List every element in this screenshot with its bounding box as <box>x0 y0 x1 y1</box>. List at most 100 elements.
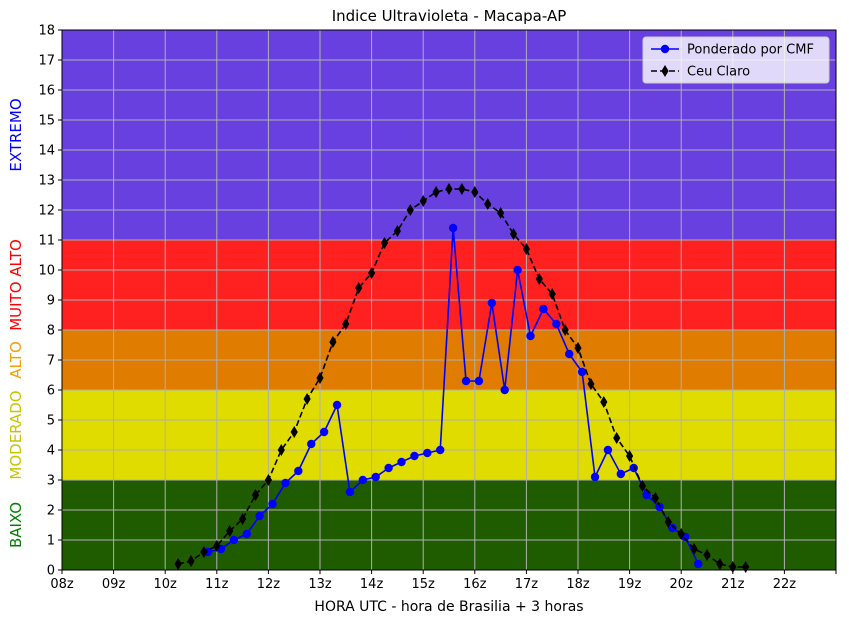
point-ceu-claro <box>329 336 337 348</box>
legend-box <box>642 36 830 84</box>
y-tick-label: 3 <box>47 474 55 489</box>
point-ponderado-por-cmf <box>616 469 626 479</box>
point-ceu-claro <box>716 558 724 570</box>
point-ponderado-por-cmf <box>268 499 277 509</box>
y-tick-label: 11 <box>38 234 55 249</box>
point-ceu-claro <box>509 228 518 240</box>
point-ceu-claro <box>497 207 505 219</box>
point-ceu-claro <box>264 474 272 486</box>
grid-lines <box>61 29 837 571</box>
point-ceu-claro <box>290 426 298 438</box>
point-ponderado-por-cmf <box>539 304 548 314</box>
y-tick-label: 6 <box>47 384 55 399</box>
point-ceu-claro <box>342 318 350 330</box>
uv-bands <box>62 30 836 570</box>
point-ponderado-por-cmf <box>281 478 290 488</box>
series-layer <box>174 183 750 573</box>
x-tick-label: 12z <box>257 577 281 592</box>
point-ponderado-por-cmf <box>371 472 380 482</box>
band-label-moderado: MODERADO <box>7 390 25 479</box>
point-ponderado-por-cmf <box>436 445 445 455</box>
point-ceu-claro <box>368 267 376 279</box>
x-tick-label: 14z <box>360 577 384 592</box>
point-ponderado-por-cmf <box>526 331 535 341</box>
point-ceu-claro <box>213 540 221 552</box>
band-muito-alto <box>62 240 836 330</box>
chart-title: Indice Ultravioleta - Macapa-AP <box>332 7 567 25</box>
point-ponderado-por-cmf <box>642 490 651 500</box>
x-tick-label: 10z <box>154 577 178 592</box>
point-ponderado-por-cmf <box>332 400 342 410</box>
legend-marker-ponderado-por-cmf <box>660 44 670 54</box>
point-ceu-claro <box>703 549 711 561</box>
y-tick-label: 8 <box>47 324 55 339</box>
point-ponderado-por-cmf <box>474 376 484 386</box>
y-tick-label: 10 <box>38 264 55 279</box>
x-tick-label: 08z <box>50 577 74 592</box>
point-ceu-claro <box>690 543 698 555</box>
point-ceu-claro <box>613 432 621 444</box>
x-tick-label: 15z <box>412 577 436 592</box>
point-ponderado-por-cmf <box>255 511 264 521</box>
legend: Ponderado por CMF Ceu Claro <box>642 36 830 84</box>
band-label-muito-alto: MUITO ALTO <box>7 239 25 331</box>
point-ceu-claro <box>458 183 466 195</box>
point-ceu-claro <box>239 513 247 525</box>
band-label-baixo: BAIXO <box>7 502 25 548</box>
y-tick-label: 16 <box>38 84 55 99</box>
point-ceu-claro <box>664 516 672 528</box>
point-ceu-claro <box>600 396 608 408</box>
point-ponderado-por-cmf <box>565 349 574 359</box>
point-ponderado-por-cmf <box>552 319 561 329</box>
x-tick-label: 18z <box>566 577 590 592</box>
y-tick-label: 9 <box>47 294 55 309</box>
point-ponderado-por-cmf <box>397 457 406 467</box>
point-ceu-claro <box>535 273 543 285</box>
legend-marker-ceu-claro <box>661 65 669 77</box>
x-tick-label: 11z <box>205 577 229 592</box>
x-tick-label: 21z <box>721 577 745 592</box>
point-ceu-claro <box>677 528 685 540</box>
point-ponderado-por-cmf <box>229 535 239 545</box>
y-tick-label: 0 <box>47 564 55 579</box>
point-ponderado-por-cmf <box>694 559 703 569</box>
point-ceu-claro <box>187 555 195 567</box>
y-tick-label: 17 <box>38 54 55 69</box>
x-tick-label: 22z <box>773 577 797 592</box>
point-ceu-claro <box>471 186 479 198</box>
y-tick-label: 4 <box>47 444 55 459</box>
point-ceu-claro <box>574 342 582 354</box>
x-tick-label: 09z <box>102 577 126 592</box>
y-tick-label: 12 <box>38 204 55 219</box>
point-ponderado-por-cmf <box>461 376 471 386</box>
point-ponderado-por-cmf <box>603 445 613 455</box>
band-label-extremo: EXTREMO <box>7 98 25 171</box>
point-ceu-claro <box>174 558 182 570</box>
point-ceu-claro <box>251 489 260 501</box>
point-ceu-claro <box>316 372 324 384</box>
point-ceu-claro <box>380 237 389 249</box>
band-baixo <box>62 480 836 570</box>
point-ceu-claro <box>626 450 634 462</box>
x-tick-label: 16z <box>463 577 487 592</box>
point-ceu-claro <box>548 288 556 300</box>
series-line-ceu-claro <box>177 188 746 568</box>
point-ponderado-por-cmf <box>319 427 329 437</box>
point-ceu-claro <box>445 183 453 195</box>
y-tick-label: 18 <box>38 24 55 39</box>
band-label-alto: ALTO <box>7 341 25 379</box>
point-ponderado-por-cmf <box>242 529 251 539</box>
point-ponderado-por-cmf <box>423 448 432 458</box>
point-ceu-claro <box>393 225 401 237</box>
point-ceu-claro <box>561 324 569 336</box>
point-ponderado-por-cmf <box>590 472 600 482</box>
x-tick-label: 13z <box>308 577 332 592</box>
x-axis-title: HORA UTC - hora de Brasilia + 3 horas <box>314 599 583 615</box>
point-ponderado-por-cmf <box>668 523 677 533</box>
y-tick-label: 14 <box>38 144 55 159</box>
x-tick-label: 19z <box>618 577 642 592</box>
point-ceu-claro <box>638 480 647 492</box>
point-ponderado-por-cmf <box>487 298 497 308</box>
